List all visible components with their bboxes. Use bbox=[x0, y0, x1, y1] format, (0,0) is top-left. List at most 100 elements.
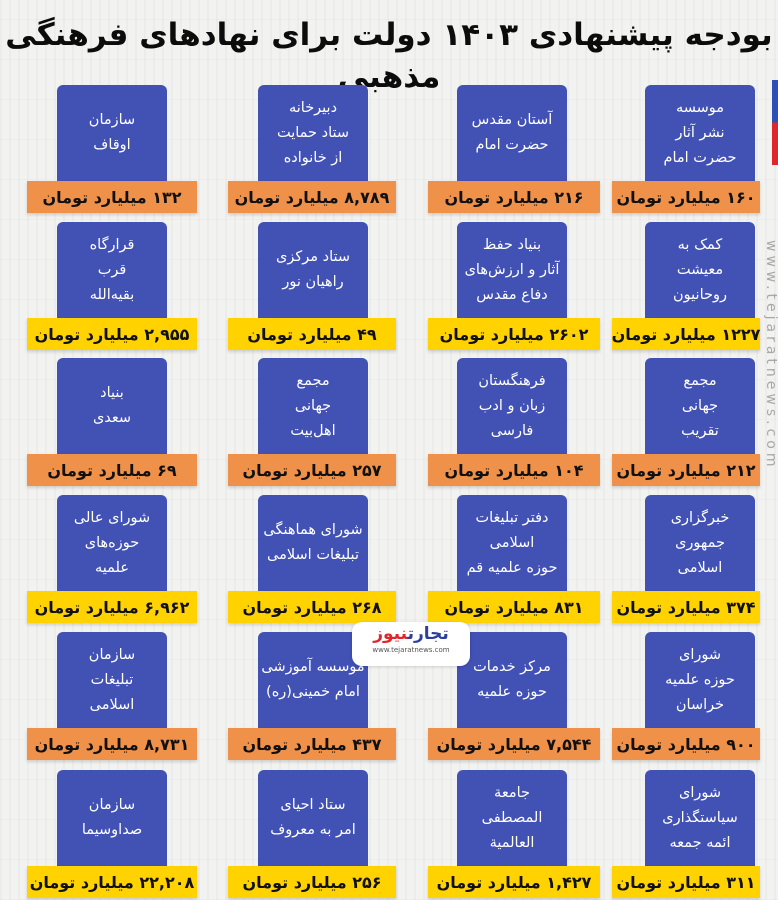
institution-name-line: نشر آثار bbox=[675, 124, 725, 141]
budget-amount-label: ۳۷۴ میلیارد تومان bbox=[612, 591, 760, 623]
institution-name-line: صداوسیما bbox=[81, 822, 143, 838]
institution-name-line: قرب bbox=[97, 261, 127, 278]
institution-name-line: دفتر تبلیغات bbox=[475, 509, 549, 526]
budget-amount-label: ۲,۹۵۵ میلیارد تومان bbox=[27, 318, 197, 350]
institution-name-box: مجمع جهانی تقریب bbox=[645, 358, 755, 454]
institution-name-line: خبرگزاری bbox=[670, 509, 730, 526]
budget-amount-label: ۹۰۰ میلیارد تومان bbox=[612, 728, 760, 760]
institution-name-line: راهیان نور bbox=[282, 274, 344, 290]
institution-name-line: دفاع مقدس bbox=[476, 286, 548, 303]
institution-name-line: حوزه علمیه قم bbox=[466, 559, 558, 576]
budget-amount-label: ۴۳۷ میلیارد تومان bbox=[228, 728, 396, 760]
infographic-title: بودجه پیشنهادی ۱۴۰۳ دولت برای نهادهای فر… bbox=[5, 17, 773, 95]
institution-name-line: المصطفی bbox=[481, 809, 543, 826]
institution-name-line: معیشت bbox=[676, 261, 724, 278]
institution-name-box: شورای عالی حوزه‌های علمیه bbox=[57, 495, 167, 591]
institution-name-line: امر به معروف bbox=[270, 822, 356, 838]
institution-name-line: سازمان bbox=[88, 112, 136, 128]
institution-name-box: ستاد مرکزی راهیان نور bbox=[258, 222, 368, 318]
institution-name-line: روحانیون bbox=[673, 286, 727, 303]
institution-name-box: قرارگاه قرب بقیه‌الله bbox=[57, 222, 167, 318]
institution-name-line: مرکز خدمات bbox=[473, 659, 551, 675]
institution-name-line: ائمه جمعه bbox=[669, 834, 731, 851]
institution-name-line: آثار و ارزش‌های bbox=[464, 261, 560, 278]
institution-name-box: دفتر تبلیغات اسلامی حوزه علمیه قم bbox=[457, 495, 567, 591]
institution-name-box: جامعة المصطفی العالمیة bbox=[457, 770, 567, 866]
institution-name-line: دبیرخانه bbox=[288, 99, 338, 116]
budget-amount-label: ۸,۷۳۱ میلیارد تومان bbox=[27, 728, 197, 760]
institution-name-line: تبلیغات اسلامی bbox=[267, 547, 359, 563]
institution-name-line: فارسی bbox=[490, 422, 534, 439]
budget-amount-label: ۲۱۶ میلیارد تومان bbox=[428, 181, 600, 213]
budget-amount-label: ۴۹ میلیارد تومان bbox=[228, 318, 396, 350]
institution-name-box: کمک به معیشت روحانیون bbox=[645, 222, 755, 318]
budget-amount-label: ۱۶۰ میلیارد تومان bbox=[612, 181, 760, 213]
budget-amount-label: ۱,۴۲۷ میلیارد تومان bbox=[428, 866, 600, 898]
budget-amount-label: ۱۰۴ میلیارد تومان bbox=[428, 454, 600, 486]
institution-name-line: ستاد حمایت bbox=[276, 124, 350, 141]
logo-text-part2: نیوز bbox=[373, 624, 408, 644]
institution-name-line: اهل‌بیت bbox=[290, 422, 336, 439]
institution-name-line: تقریب bbox=[681, 422, 719, 439]
institution-name-box: موسسه نشر آثار حضرت امام bbox=[645, 85, 755, 181]
brand-color-strip bbox=[772, 80, 778, 165]
tejarat-news-logo: تجارتنیوز www.tejaratnews.com bbox=[352, 622, 470, 666]
budget-amount-label: ۸,۷۸۹ میلیارد تومان bbox=[228, 181, 396, 213]
institution-name-line: شورای bbox=[678, 646, 722, 663]
institution-name-box: فرهنگستان زبان و ادب فارسی bbox=[457, 358, 567, 454]
institution-name-line: شورای عالی bbox=[73, 509, 151, 526]
institution-name-box: بنیاد سعدی bbox=[57, 358, 167, 454]
institution-name-line: خراسان bbox=[675, 696, 725, 713]
budget-amount-label: ۲۶۸ میلیارد تومان bbox=[228, 591, 396, 623]
institution-name-line: فرهنگستان bbox=[478, 372, 546, 389]
institution-name-box: خبرگزاری جمهوری اسلامی bbox=[645, 495, 755, 591]
institution-name-line: موسسه آموزشی bbox=[261, 659, 365, 675]
institution-name-line: از خانواده bbox=[283, 149, 343, 166]
institution-name-line: بنیاد bbox=[100, 385, 124, 401]
institution-name-box: مرکز خدمات حوزه علمیه bbox=[457, 632, 567, 728]
institution-name-line: حوزه‌های bbox=[84, 534, 140, 551]
logo-url: www.tejaratnews.com bbox=[372, 646, 450, 654]
budget-amount-label: ۱۲۲۷ میلیارد تومان bbox=[612, 318, 760, 350]
budget-amount-label: ۲۵۷ میلیارد تومان bbox=[228, 454, 396, 486]
budget-amount-label: ۱۳۲ میلیارد تومان bbox=[27, 181, 197, 213]
institution-name-line: اسلامی bbox=[677, 559, 723, 576]
institution-name-box: بنیاد حفظ آثار و ارزش‌های دفاع مقدس bbox=[457, 222, 567, 318]
institution-name-line: سیاستگذاری bbox=[662, 809, 738, 826]
institution-name-box: سازمان اوقاف bbox=[57, 85, 167, 181]
institution-name-line: جامعة bbox=[494, 784, 530, 801]
institution-name-box: شورای حوزه علمیه خراسان bbox=[645, 632, 755, 728]
budget-amount-label: ۲۱۲ میلیارد تومان bbox=[612, 454, 760, 486]
institution-name-line: مجمع bbox=[683, 372, 717, 389]
institution-name-line: جهانی bbox=[294, 397, 332, 414]
institution-name-line: علمیه bbox=[95, 559, 129, 576]
institution-name-box: سازمان تبلیغات اسلامی bbox=[57, 632, 167, 728]
institution-name-line: جمهوری bbox=[675, 534, 725, 551]
institution-name-line: آستان مقدس bbox=[471, 112, 553, 128]
budget-amount-label: ۲۲,۲۰۸ میلیارد تومان bbox=[27, 866, 197, 898]
budget-amount-label: ۶۹ میلیارد تومان bbox=[27, 454, 197, 486]
institution-name-box: دبیرخانه ستاد حمایت از خانواده bbox=[258, 85, 368, 181]
institution-name-line: العالمیة bbox=[489, 834, 535, 851]
institution-name-line: اسلامی bbox=[489, 534, 535, 551]
institution-name-line: امام خمینی(ره) bbox=[266, 684, 360, 700]
institution-name-line: حوزه علمیه bbox=[665, 671, 735, 688]
institution-name-box: آستان مقدس حضرت امام bbox=[457, 85, 567, 181]
budget-amount-label: ۷,۵۴۴ میلیارد تومان bbox=[428, 728, 600, 760]
budget-amount-label: ۸۳۱ میلیارد تومان bbox=[428, 591, 600, 623]
watermark-url: www.tejaratnews.com bbox=[763, 240, 778, 471]
institution-name-line: اوقاف bbox=[93, 137, 131, 153]
institution-name-line: ستاد مرکزی bbox=[275, 249, 351, 265]
institution-name-line: حضرت امام bbox=[663, 149, 737, 166]
institution-name-box: مجمع جهانی اهل‌بیت bbox=[258, 358, 368, 454]
institution-name-line: سازمان bbox=[88, 646, 136, 663]
institution-name-line: زبان و ادب bbox=[478, 397, 546, 414]
institution-name-line: تبلیغات bbox=[90, 671, 134, 688]
budget-amount-label: ۳۱۱ میلیارد تومان bbox=[612, 866, 760, 898]
institution-name-line: کمک به bbox=[677, 236, 723, 253]
institution-name-line: حضرت امام bbox=[475, 137, 549, 153]
budget-amount-label: ۶,۹۶۲ میلیارد تومان bbox=[27, 591, 197, 623]
institution-name-line: جهانی bbox=[681, 397, 719, 414]
institution-name-box: ستاد احیای امر به معروف bbox=[258, 770, 368, 866]
institution-name-line: بنیاد حفظ bbox=[482, 236, 542, 253]
